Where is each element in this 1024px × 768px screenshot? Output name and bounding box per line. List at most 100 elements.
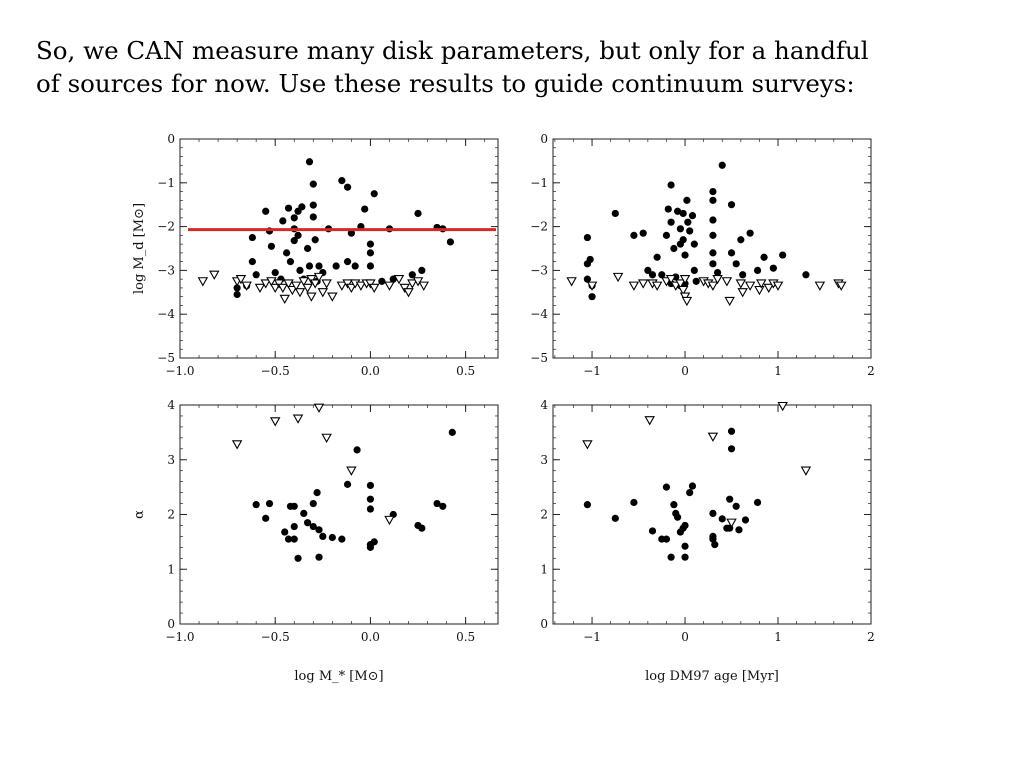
upper-limit-point [294, 288, 306, 298]
y-axis-title: α [132, 510, 147, 519]
data-point [300, 509, 308, 518]
data-point [679, 236, 687, 244]
y-tick-label: −2 [157, 220, 175, 234]
upper-limit-point [266, 277, 277, 287]
data-point [366, 249, 375, 257]
data-point [662, 535, 671, 543]
upper-limit-point [277, 283, 289, 294]
data-point [648, 271, 657, 279]
data-point [305, 158, 314, 166]
upper-limit-point [754, 285, 765, 296]
data-point [439, 502, 447, 510]
x-tick-label: 0.5 [456, 364, 475, 378]
upper-limit-point [707, 281, 719, 291]
y-tick-label: 4 [540, 398, 548, 412]
data-point [294, 207, 302, 215]
data-point [732, 502, 740, 510]
data-point [433, 499, 441, 508]
data-point [338, 535, 346, 543]
upper-limit-point [744, 281, 756, 291]
upper-limit-point [679, 275, 691, 285]
data-point [653, 253, 661, 261]
data-point [315, 262, 323, 270]
panel-alpha-vs-age: −1 0 1 2 0 1 2 3 4 log DM97 age [Myr] [540, 398, 874, 684]
upper-limit-point [365, 279, 376, 289]
data-point [690, 240, 698, 248]
data-point [446, 238, 454, 246]
data-point [284, 204, 293, 212]
data-point [718, 161, 726, 169]
data-point [262, 514, 270, 522]
y-tick-label: −5 [530, 351, 548, 365]
data-point [343, 480, 352, 488]
upper-limit-point [721, 277, 733, 287]
data-point [769, 264, 777, 272]
x-tick-label: 2 [867, 364, 875, 378]
upper-limit-point [209, 270, 220, 280]
data-point [727, 249, 736, 257]
data-point [309, 522, 317, 531]
data-point [309, 213, 317, 221]
data-point [611, 209, 619, 218]
x-tick-label: 0.5 [456, 630, 475, 644]
data-point [746, 229, 754, 237]
data-point [290, 237, 298, 245]
upper-limit-point [321, 279, 332, 289]
data-point [290, 502, 298, 510]
x-tick-label: −1 [583, 630, 601, 644]
upper-limit-point [290, 281, 302, 291]
data-point [290, 535, 298, 543]
data-point [753, 498, 762, 507]
upper-limit-point [763, 283, 774, 294]
data-point [378, 277, 386, 285]
x-tick-label: 0 [681, 630, 689, 644]
data-point [737, 236, 745, 244]
upper-limit-point [677, 285, 689, 296]
y-tick-label: 4 [167, 398, 175, 412]
data-point [667, 181, 675, 189]
data-point [252, 271, 260, 279]
upper-limit-point [279, 294, 290, 304]
series-filled-circle [583, 427, 762, 561]
data-point [366, 481, 375, 490]
data-point [332, 262, 340, 270]
upper-limit-point [644, 416, 655, 426]
upper-limit-point [726, 518, 737, 528]
data-point [681, 251, 689, 259]
x-tick-label: 0 [681, 364, 689, 378]
series-open-triangle-down [582, 401, 812, 528]
upper-limit-point [418, 281, 429, 291]
y-tick-label: −2 [530, 220, 548, 234]
data-point [683, 196, 691, 204]
data-point [343, 258, 352, 266]
data-point [343, 183, 352, 191]
upper-limit-point [586, 281, 598, 291]
data-point [370, 538, 378, 546]
data-point [709, 249, 717, 257]
plot-frame [179, 404, 499, 625]
data-point [262, 207, 270, 215]
y-tick-label: −3 [530, 263, 548, 277]
data-point [583, 233, 592, 242]
upper-limit-point [346, 466, 357, 476]
data-point [673, 207, 682, 215]
upper-limit-point [306, 292, 317, 302]
data-point [418, 266, 426, 274]
upper-limit-point [651, 281, 663, 291]
data-point [727, 427, 736, 435]
x-tick-label: 1 [774, 630, 782, 644]
data-point [583, 275, 592, 283]
data-point [353, 446, 361, 454]
data-point [688, 482, 697, 490]
upper-limit-point [737, 288, 748, 298]
y-tick-label: 2 [167, 508, 175, 522]
data-point [709, 216, 717, 224]
data-point [802, 271, 810, 279]
data-point [586, 255, 594, 264]
slide-text: So, we CAN measure many disk parameters,… [36, 34, 996, 100]
data-point [271, 268, 279, 277]
data-point [727, 201, 736, 209]
data-point [265, 499, 274, 508]
series-filled-circle [252, 428, 456, 562]
x-tick-label: −0.5 [261, 630, 290, 644]
